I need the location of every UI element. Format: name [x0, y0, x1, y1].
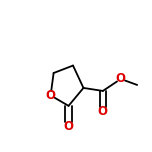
Text: O: O — [46, 89, 56, 102]
Text: O: O — [116, 73, 126, 85]
Text: O: O — [98, 105, 108, 118]
Text: O: O — [64, 120, 74, 133]
